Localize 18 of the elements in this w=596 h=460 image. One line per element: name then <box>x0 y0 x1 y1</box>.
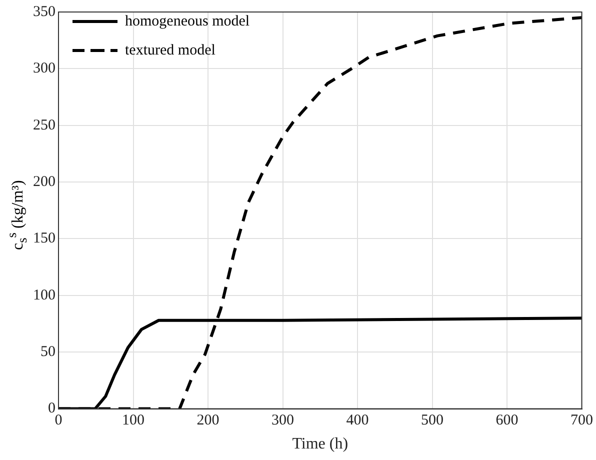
x-tick-label: 400 <box>346 412 369 429</box>
x-tick-label: 200 <box>196 412 220 429</box>
y-tick-label: 50 <box>40 344 56 360</box>
y-tick-label: 150 <box>33 230 56 247</box>
y-tick-label: 100 <box>33 287 56 304</box>
y-tick-label: 0 <box>48 400 56 417</box>
x-tick-label: 300 <box>272 412 294 429</box>
x-axis-title: Time (h) <box>292 436 348 453</box>
x-tick-label: 600 <box>496 412 518 429</box>
y-tick-label: 250 <box>33 117 56 134</box>
y-tick-label: 350 <box>33 4 56 20</box>
legend-label: textured model <box>125 42 216 58</box>
y-tick-label: 300 <box>33 60 56 77</box>
x-tick-label: 700 <box>570 412 593 429</box>
x-tick-label: 500 <box>421 412 444 429</box>
y-tick-label: 200 <box>33 174 56 190</box>
legend-label: homogeneous model <box>125 13 250 30</box>
x-tick-label: 100 <box>122 412 144 429</box>
